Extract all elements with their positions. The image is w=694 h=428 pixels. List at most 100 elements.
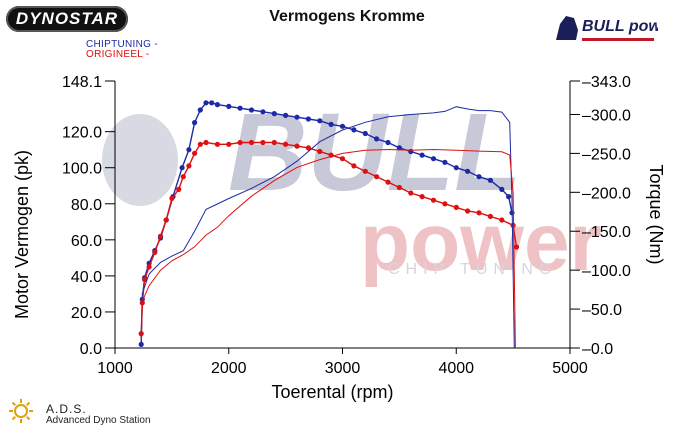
chiptuning-power-point (328, 121, 334, 127)
y2-tick-label: –250.0 (582, 146, 631, 163)
chiptuning-power-point (192, 120, 198, 126)
origineel-power-point (163, 217, 169, 223)
origineel-power-point (476, 210, 482, 216)
origineel-power-point (203, 139, 209, 146)
origineel-power-point (176, 186, 182, 192)
origineel-power-point (385, 179, 391, 185)
chiptuning-power-point (260, 109, 266, 115)
y2-tick-label: –150.0 (582, 224, 631, 241)
bullpower-logo: BULL power (552, 6, 658, 48)
origineel-power-point (465, 208, 471, 214)
chiptuning-power-point (138, 341, 144, 347)
legend-origineel: ORIGINEEL - (86, 49, 150, 60)
ads-name: A.D.S. (46, 402, 87, 416)
chiptuning-power-point (442, 159, 448, 165)
origineel-power-point (283, 141, 289, 147)
y2-tick-label: –200.0 (582, 185, 631, 202)
origineel-power-point (362, 168, 368, 174)
x-tick-label: 4000 (438, 360, 474, 377)
y2-tick-label: –0.0 (582, 341, 613, 358)
chiptuning-power-point (499, 186, 505, 192)
origineel-power-point (442, 201, 448, 207)
chiptuning-power-point (226, 103, 232, 109)
chart-axes: 1000 2000 3000 4000 5000 0.0 20.0 40.0 60.0 80.0 1… (12, 74, 666, 402)
origineel-power-point (351, 163, 357, 169)
origineel-power-point (186, 163, 192, 169)
y2-tick-label: –50.0 (582, 302, 622, 319)
origineel-power-point (271, 139, 277, 146)
y-tick-label: 120.0 (62, 125, 102, 142)
y-tick-label: 60.0 (71, 233, 102, 250)
origineel-power-point (157, 233, 164, 239)
y-axis-title: Motor Vermogen (pk) (12, 150, 32, 319)
chiptuning-power-point (271, 111, 277, 117)
y2-axis-title: Torque (Nm) (646, 164, 666, 264)
origineel-power-point (294, 143, 300, 149)
origineel-power-point (237, 139, 243, 146)
chiptuning-power-point (506, 194, 512, 200)
y-tick-label: 40.0 (71, 269, 102, 286)
origineel-power-point (317, 148, 323, 155)
chiptuning-power-point (385, 139, 391, 146)
chiptuning-power-point (209, 100, 215, 106)
chiptuning-power-point (197, 107, 203, 113)
chiptuning-power-point (203, 100, 209, 106)
chiptuning-power-point (476, 174, 482, 180)
chiptuning-power-point (305, 116, 311, 122)
bull-emblem-icon (556, 16, 578, 40)
y-tick-label: 0.0 (80, 341, 102, 358)
chiptuning-power-point (408, 148, 414, 155)
ads-sun-icon (9, 399, 33, 423)
chiptuning-power-point (351, 127, 357, 133)
origineel-power-point (419, 194, 425, 200)
dynostar-logo-text: DYNOSTAR (15, 9, 119, 28)
ads-subtitle: Advanced Dyno Station (46, 415, 151, 426)
chiptuning-torque-line (140, 106, 515, 349)
chiptuning-power-point (186, 147, 192, 153)
chiptuning-power-point (453, 165, 459, 171)
origineel-power-point (374, 174, 380, 180)
x-tick-label: 3000 (325, 360, 361, 377)
origineel-power-point (430, 197, 437, 203)
y-tick-label: 100.0 (62, 161, 102, 178)
chiptuning-power-point (179, 165, 185, 171)
origineel-power-point (396, 184, 402, 191)
x-tick-label: 2000 (211, 360, 247, 377)
origineel-power-point (487, 213, 493, 219)
y2-tick-label: –343.0 (582, 74, 631, 91)
chiptuning-power-point (294, 114, 300, 120)
origineel-power-point (513, 244, 520, 250)
y-tick-label: 148.1 (62, 74, 102, 91)
origineel-power-point (248, 139, 255, 146)
origineel-power-point (192, 150, 198, 156)
x-tick-label: 1000 (97, 360, 133, 377)
dynostar-logo: DYNOSTAR (6, 6, 128, 32)
chiptuning-power-point (396, 145, 402, 151)
chiptuning-power-point (339, 123, 346, 129)
watermark-bull-text: BULL (228, 91, 521, 214)
origineel-power-point (197, 141, 203, 147)
watermark-bull-head (102, 114, 178, 206)
origineel-power-point (453, 204, 459, 210)
chiptuning-power-point (374, 136, 380, 142)
origineel-power-point (214, 141, 220, 147)
chiptuning-power-point (419, 152, 425, 158)
chiptuning-power-point (430, 156, 437, 162)
legend-chiptuning: CHIPTUNING - (86, 39, 158, 50)
chiptuning-power-point (248, 107, 255, 113)
y-tick-label: 80.0 (71, 197, 102, 214)
chiptuning-power-point (362, 130, 368, 137)
y-tick-label: 20.0 (71, 305, 102, 322)
origineel-power-point (152, 249, 158, 255)
chiptuning-power-point (237, 105, 243, 111)
origineel-power-point (180, 174, 186, 180)
y2-tick-label: –300.0 (582, 107, 631, 124)
chiptuning-power-point (317, 118, 323, 124)
origineel-power-point (339, 156, 346, 162)
origineel-power-point (499, 217, 505, 223)
x-axis-title: Toerental (rpm) (271, 382, 393, 402)
origineel-torque-line (140, 148, 516, 349)
chiptuning-power-point (214, 102, 220, 108)
x-tick-label: 5000 (552, 360, 588, 377)
